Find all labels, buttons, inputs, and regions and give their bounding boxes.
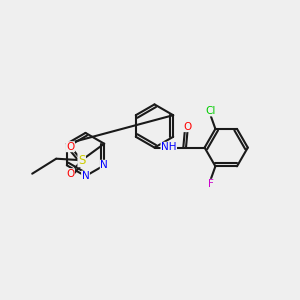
Text: O: O	[66, 142, 74, 152]
Text: Cl: Cl	[206, 106, 216, 116]
Text: F: F	[208, 179, 214, 189]
Text: NH: NH	[161, 142, 176, 152]
Text: N: N	[82, 171, 89, 181]
Text: N: N	[100, 160, 108, 170]
Text: O: O	[183, 122, 192, 132]
Text: S: S	[78, 154, 85, 167]
Text: O: O	[66, 169, 74, 179]
